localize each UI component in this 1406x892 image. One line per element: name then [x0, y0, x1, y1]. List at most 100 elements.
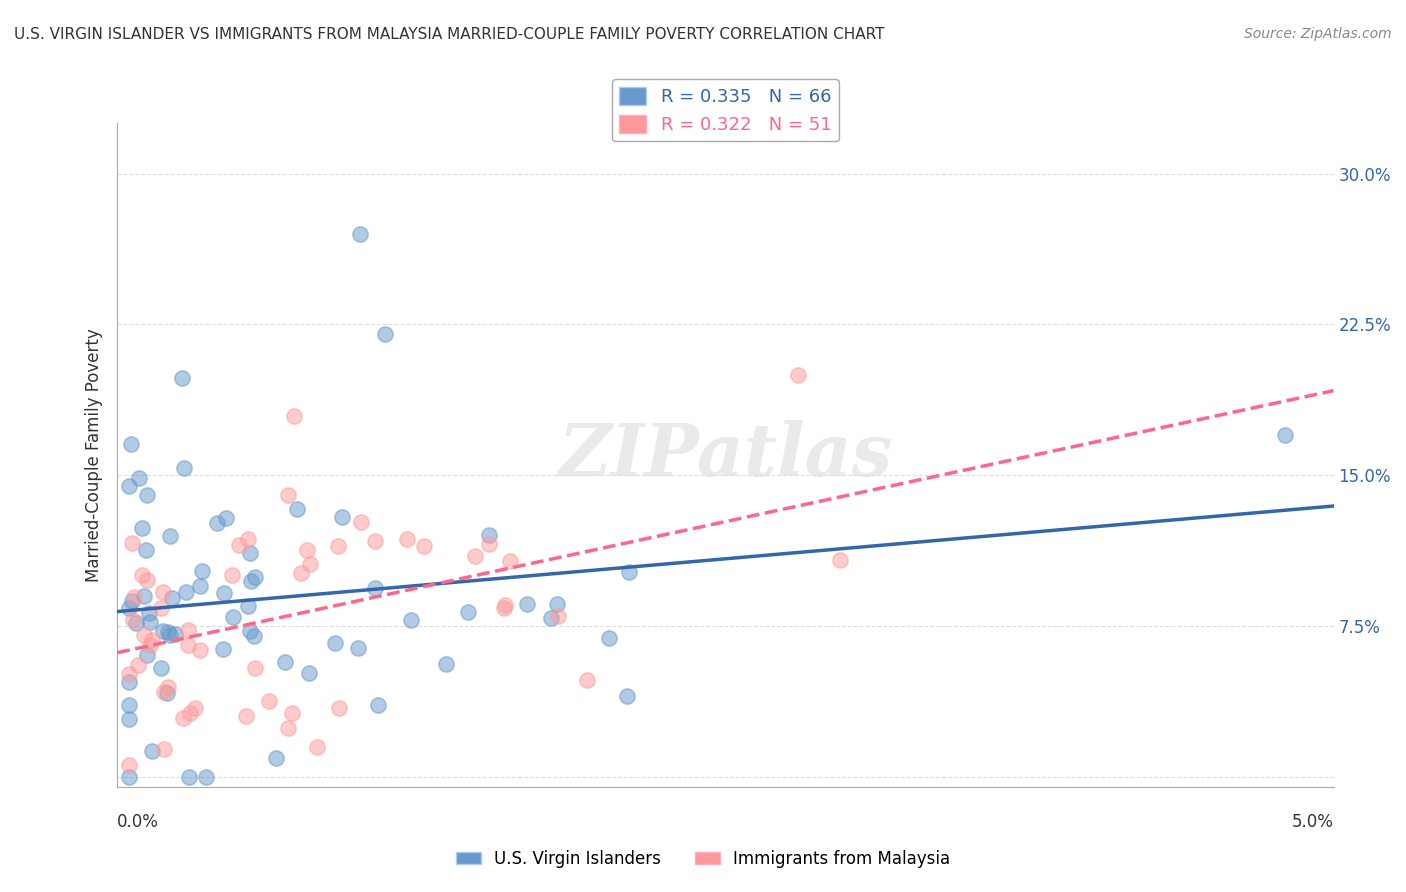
Point — [243, 661, 266, 675]
Point — [540, 611, 562, 625]
Point — [136, 573, 159, 587]
Point — [122, 613, 145, 627]
Point — [179, 706, 201, 720]
Point — [616, 689, 638, 703]
Point — [245, 570, 267, 584]
Point — [277, 721, 299, 735]
Point — [259, 694, 281, 708]
Point — [118, 675, 141, 690]
Point — [283, 409, 305, 424]
Point — [118, 667, 141, 681]
Point — [478, 528, 501, 542]
Text: 5.0%: 5.0% — [1292, 814, 1333, 831]
Point — [205, 516, 228, 530]
Point — [118, 770, 141, 784]
Point — [347, 640, 370, 655]
Point — [191, 564, 214, 578]
Point — [277, 488, 299, 502]
Point — [395, 532, 418, 546]
Point — [285, 502, 308, 516]
Point — [188, 579, 211, 593]
Point — [238, 599, 260, 613]
Point — [787, 368, 810, 382]
Point — [598, 631, 620, 645]
Point — [118, 758, 141, 772]
Point — [176, 623, 198, 637]
Point — [494, 601, 516, 615]
Point — [215, 510, 238, 524]
Point — [122, 591, 145, 605]
Point — [617, 565, 640, 579]
Point — [349, 227, 371, 241]
Text: U.S. VIRGIN ISLANDER VS IMMIGRANTS FROM MALAYSIA MARRIED-COUPLE FAMILY POVERTY C: U.S. VIRGIN ISLANDER VS IMMIGRANTS FROM … — [14, 27, 884, 42]
Point — [457, 606, 479, 620]
Point — [163, 627, 186, 641]
Point — [1274, 428, 1296, 442]
Point — [121, 593, 143, 607]
Point — [184, 700, 207, 714]
Point — [118, 698, 141, 712]
Point — [138, 607, 160, 621]
Point — [118, 712, 141, 726]
Point — [141, 744, 163, 758]
Point — [242, 629, 264, 643]
Point — [173, 461, 195, 475]
Point — [138, 615, 160, 629]
Point — [576, 673, 599, 687]
Point — [228, 538, 250, 552]
Point — [239, 546, 262, 560]
Point — [307, 739, 329, 754]
Point — [153, 741, 176, 756]
Point — [190, 642, 212, 657]
Point — [413, 539, 436, 553]
Point — [516, 598, 538, 612]
Point — [274, 655, 297, 669]
Point — [149, 601, 172, 615]
Point — [134, 589, 156, 603]
Point — [156, 624, 179, 639]
Point — [298, 557, 321, 571]
Point — [132, 628, 155, 642]
Text: 0.0%: 0.0% — [117, 814, 159, 831]
Text: Source: ZipAtlas.com: Source: ZipAtlas.com — [1244, 27, 1392, 41]
Point — [399, 613, 422, 627]
Point — [152, 585, 174, 599]
Point — [131, 567, 153, 582]
Point — [139, 638, 162, 652]
Point — [323, 636, 346, 650]
Point — [153, 685, 176, 699]
Point — [478, 537, 501, 551]
Point — [214, 585, 236, 599]
Y-axis label: Married-Couple Family Poverty: Married-Couple Family Poverty — [86, 328, 103, 582]
Point — [239, 624, 262, 638]
Point — [221, 610, 243, 624]
Point — [463, 549, 485, 563]
Point — [221, 568, 243, 582]
Point — [172, 711, 194, 725]
Legend: U.S. Virgin Islanders, Immigrants from Malaysia: U.S. Virgin Islanders, Immigrants from M… — [450, 844, 956, 875]
Point — [367, 698, 389, 713]
Point — [295, 543, 318, 558]
Point — [149, 661, 172, 675]
Legend: R = 0.335   N = 66, R = 0.322   N = 51: R = 0.335 N = 66, R = 0.322 N = 51 — [612, 79, 838, 142]
Point — [828, 552, 851, 566]
Point — [264, 750, 287, 764]
Point — [141, 633, 163, 648]
Point — [281, 706, 304, 721]
Point — [494, 598, 516, 612]
Point — [177, 638, 200, 652]
Point — [135, 488, 157, 502]
Point — [131, 521, 153, 535]
Point — [160, 591, 183, 605]
Point — [298, 666, 321, 681]
Point — [434, 657, 457, 671]
Point — [177, 770, 200, 784]
Point — [195, 770, 218, 784]
Point — [118, 478, 141, 492]
Point — [121, 536, 143, 550]
Point — [156, 686, 179, 700]
Point — [174, 585, 197, 599]
Point — [118, 601, 141, 615]
Point — [547, 609, 569, 624]
Point — [328, 700, 350, 714]
